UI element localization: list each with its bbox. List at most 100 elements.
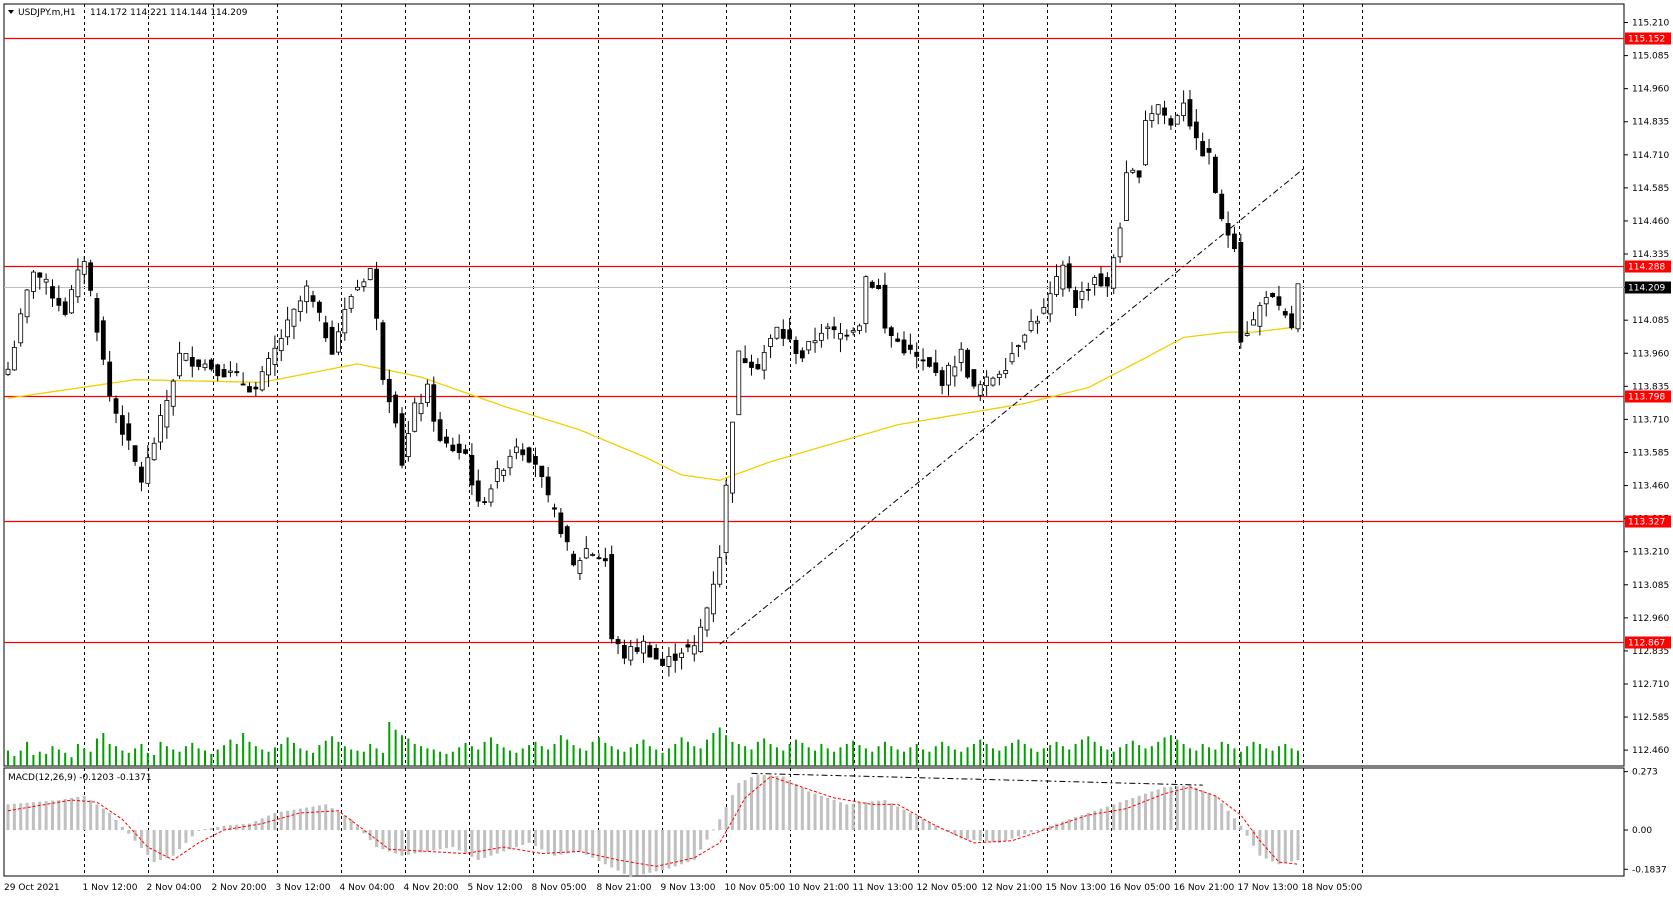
price-tick-label: 113.460 [1632, 482, 1669, 492]
macd-bar [1112, 804, 1116, 831]
macd-bar [1035, 830, 1039, 832]
macd-axis: 0.273 0.00 -0.1837 [1624, 768, 1667, 875]
macd-bar [508, 830, 512, 850]
candle-body [1136, 170, 1142, 178]
price-tick-label: 113.210 [1632, 548, 1669, 558]
candle-body [634, 647, 640, 652]
candle-body [488, 488, 494, 503]
candle-body [1263, 297, 1269, 305]
macd-bar [940, 828, 944, 831]
volume-bar [1277, 746, 1280, 766]
macd-bar [464, 830, 468, 854]
volume-bar [1055, 741, 1058, 766]
macd-bar [959, 830, 963, 839]
macd-bar [991, 830, 995, 843]
candle-body [710, 583, 716, 615]
horizontal-levels[interactable] [4, 37, 1624, 644]
volume-bar [184, 746, 187, 766]
macd-bar [762, 774, 766, 831]
volume-bar [38, 751, 41, 766]
volume-bar [833, 751, 836, 766]
macd-bar [324, 804, 328, 831]
macd-bar [1010, 830, 1014, 839]
volume-bar [807, 747, 810, 766]
time-label: 1 Nov 12:00 [83, 883, 138, 893]
price-tick-label: 114.335 [1632, 250, 1669, 260]
time-label: 3 Nov 12:00 [276, 883, 331, 893]
volume-bar [680, 737, 683, 766]
volume-bar [1068, 749, 1071, 766]
candle-body [285, 319, 291, 338]
macd-bar [1201, 790, 1205, 831]
volume-bar [629, 747, 632, 766]
volume-bar [26, 741, 29, 766]
volume-bar [362, 751, 365, 766]
volume-bar [134, 748, 137, 766]
time-label: 17 Nov 13:00 [1238, 883, 1299, 893]
vertical-grid [84, 4, 1363, 766]
macd-bar [718, 819, 722, 831]
volume-bar [991, 748, 994, 766]
macd-bar [533, 830, 537, 847]
candle-body [94, 297, 100, 333]
macd-bar [883, 800, 887, 831]
macd-bar [743, 780, 747, 831]
candle-body [1155, 104, 1161, 115]
volume-bar [788, 744, 791, 766]
price-tick-label: 112.835 [1632, 647, 1669, 657]
candle-body [494, 468, 500, 482]
volume-bar [566, 739, 569, 766]
volume-bar [261, 749, 264, 766]
macd-bar [705, 830, 709, 840]
candle-body [888, 327, 894, 336]
candle-body [730, 421, 735, 494]
candle-body [946, 364, 951, 386]
candle-body [24, 289, 30, 318]
macd-bar [1264, 830, 1268, 859]
volume-bar [1011, 742, 1014, 766]
macd-bar [1163, 787, 1167, 831]
candle-body [552, 507, 557, 510]
volume-bar [896, 749, 899, 766]
macd-bar [57, 800, 61, 831]
candle-body [857, 325, 862, 331]
volume-bar [864, 748, 867, 766]
candle-body [100, 320, 106, 360]
volume-bar [70, 757, 73, 766]
candle-body [119, 415, 125, 435]
volume-bar [292, 742, 295, 766]
candle-body [882, 284, 888, 329]
volume-bar [51, 746, 54, 766]
macd-signal-line [7, 776, 1299, 867]
time-label: 15 Nov 13:00 [1046, 883, 1107, 893]
candle-body [1257, 305, 1263, 327]
price-tick-label: 114.585 [1632, 184, 1669, 194]
volume-bar [388, 722, 391, 766]
candle-body [463, 449, 468, 454]
macd-bar [362, 830, 366, 834]
macd-bar [902, 809, 906, 831]
collapse-arrow-icon[interactable] [8, 10, 14, 14]
price-tick-label: 115.085 [1632, 52, 1669, 62]
volume-bar [1106, 749, 1109, 766]
time-label: 18 Nov 05:00 [1302, 883, 1363, 893]
volume-bar [509, 750, 512, 766]
macd-bar [343, 815, 347, 831]
macd-bar [1226, 810, 1230, 831]
macd-bar [616, 830, 620, 871]
volume-bar [229, 739, 232, 766]
volume-bar [1265, 748, 1268, 766]
macd-bar [1074, 817, 1078, 831]
level-label: 112.867 [1628, 639, 1665, 649]
macd-bar [635, 830, 639, 876]
volume-bar [1093, 741, 1096, 766]
candle-body [1187, 99, 1193, 127]
candle-body [1174, 115, 1180, 125]
candle-body [1206, 148, 1212, 153]
candle-body [183, 353, 189, 361]
macd-bar [1042, 827, 1046, 831]
candle-body [329, 326, 335, 355]
macd-bar [470, 830, 474, 857]
candle-body [1035, 320, 1040, 324]
